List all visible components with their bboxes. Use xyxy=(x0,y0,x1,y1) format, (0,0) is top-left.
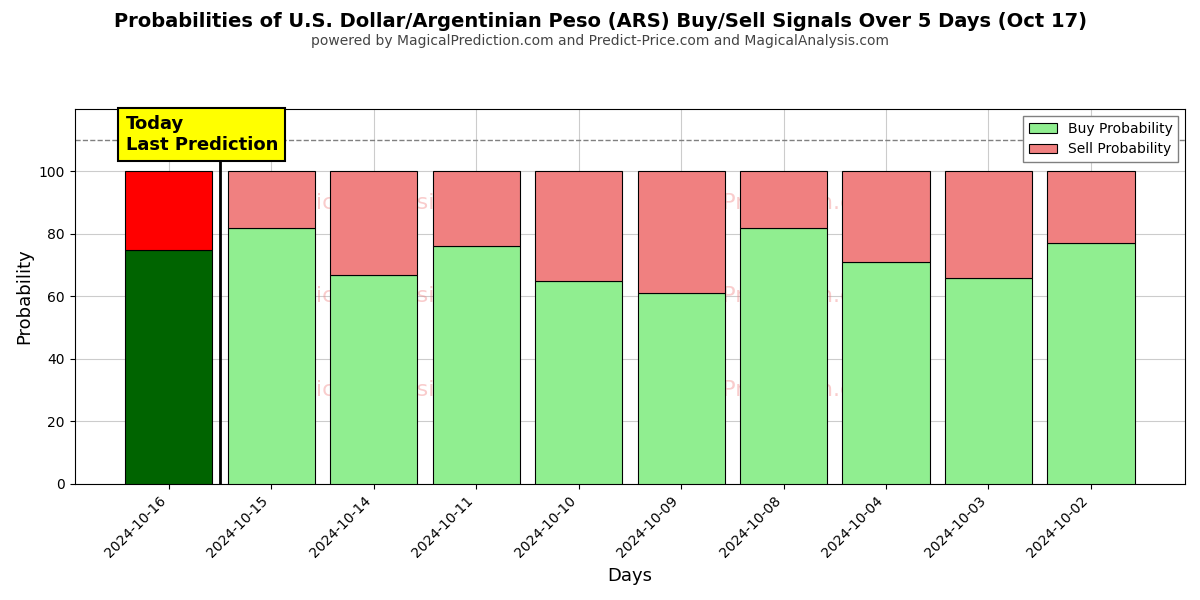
Y-axis label: Probability: Probability xyxy=(16,248,34,344)
Bar xyxy=(1048,172,1134,243)
Bar xyxy=(637,293,725,484)
X-axis label: Days: Days xyxy=(607,567,653,585)
Bar xyxy=(842,172,930,262)
Bar xyxy=(1048,243,1134,484)
Text: MagicalAnalysis.com: MagicalAnalysis.com xyxy=(270,286,502,307)
Bar xyxy=(330,275,418,484)
Text: MagicalPrediction.com: MagicalPrediction.com xyxy=(638,380,888,400)
Bar xyxy=(740,172,827,227)
Text: powered by MagicalPrediction.com and Predict-Price.com and MagicalAnalysis.com: powered by MagicalPrediction.com and Pre… xyxy=(311,34,889,48)
Bar xyxy=(535,281,622,484)
Bar xyxy=(740,227,827,484)
Bar xyxy=(944,278,1032,484)
Text: MagicalPrediction.com: MagicalPrediction.com xyxy=(638,286,888,307)
Bar xyxy=(432,247,520,484)
Text: MagicalPrediction.com: MagicalPrediction.com xyxy=(638,193,888,212)
Text: MagicalAnalysis.com: MagicalAnalysis.com xyxy=(270,380,502,400)
Text: MagicalAnalysis.com: MagicalAnalysis.com xyxy=(270,193,502,212)
Text: Today
Last Prediction: Today Last Prediction xyxy=(126,115,278,154)
Bar xyxy=(228,172,314,227)
Bar xyxy=(535,172,622,281)
Bar xyxy=(637,172,725,293)
Bar xyxy=(125,172,212,250)
Bar xyxy=(842,262,930,484)
Bar xyxy=(125,250,212,484)
Legend: Buy Probability, Sell Probability: Buy Probability, Sell Probability xyxy=(1024,116,1178,162)
Text: Probabilities of U.S. Dollar/Argentinian Peso (ARS) Buy/Sell Signals Over 5 Days: Probabilities of U.S. Dollar/Argentinian… xyxy=(114,12,1086,31)
Bar xyxy=(228,227,314,484)
Bar xyxy=(330,172,418,275)
Bar xyxy=(944,172,1032,278)
Bar xyxy=(432,172,520,247)
